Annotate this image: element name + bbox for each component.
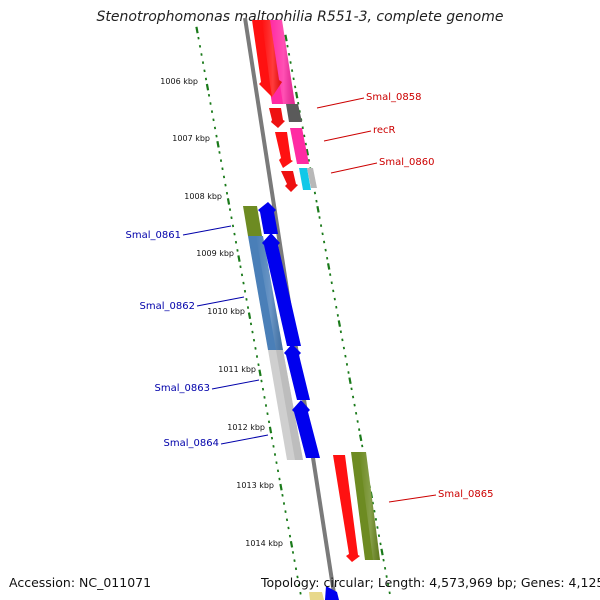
outer-axis-major-tick <box>305 148 310 156</box>
inner-axis-major-tick <box>258 369 262 377</box>
gene-label-smal-0862[interactable]: Smal_0862 <box>140 301 195 312</box>
scale-label: 1009 kbp <box>196 249 234 258</box>
feature-gene-arrow[interactable] <box>284 344 310 400</box>
gene-label-smal-0860[interactable]: Smal_0860 <box>379 157 434 168</box>
inner-axis-major-tick <box>226 198 231 205</box>
outer-axis-major-tick <box>316 205 320 213</box>
scale-label: 1013 kbp <box>236 481 274 490</box>
outer-axis-major-tick <box>359 434 363 442</box>
inner-axis-major-tick <box>195 26 199 34</box>
genome-title: Stenotrophomonas maltophilia R551-3, com… <box>96 9 504 25</box>
feature-gene-arrow[interactable] <box>275 132 293 168</box>
outer-axis-major-tick <box>327 263 331 270</box>
feature-cds-band[interactable] <box>309 592 324 600</box>
inner-axis-major-tick <box>289 540 294 548</box>
gene-label-smal-0861[interactable]: Smal_0861 <box>126 230 181 241</box>
feature-cds-band[interactable] <box>256 236 283 350</box>
gene-labels: Smal_0858 recR Smal_0860 Smal_0861 Smal_… <box>126 92 494 500</box>
outer-axis-major-tick <box>337 320 342 327</box>
feature-gene-arrow[interactable] <box>333 455 360 562</box>
inner-axis-major-tick <box>268 426 273 434</box>
inner-axis-major-tick <box>205 83 210 91</box>
feature-gene-arrow[interactable] <box>262 233 301 346</box>
feature-gene-arrow[interactable] <box>269 108 285 128</box>
scale-labels: 1006 kbp 1007 kbp 1008 kbp 1009 kbp 1010… <box>160 77 283 548</box>
outer-axis-major-tick <box>348 377 352 385</box>
gene-label-recr[interactable]: recR <box>373 125 396 136</box>
scale-label: 1006 kbp <box>160 77 198 86</box>
feature-gene-arrow[interactable] <box>325 586 339 600</box>
feature-gene-arrow[interactable] <box>281 171 298 192</box>
gene-label-smal-0864[interactable]: Smal_0864 <box>164 438 219 449</box>
reverse-strand-features <box>243 202 339 600</box>
feature-cds-band[interactable] <box>290 128 309 164</box>
forward-strand-features <box>252 20 380 562</box>
gene-label-smal-0865[interactable]: Smal_0865 <box>438 489 493 500</box>
scale-label: 1012 kbp <box>227 423 265 432</box>
outer-axis-major-tick <box>284 34 288 42</box>
genome-summary-text: Topology: circular; Length: 4,573,969 bp… <box>261 575 600 590</box>
feature-cds-band[interactable] <box>276 350 303 460</box>
label-leaders <box>182 97 437 503</box>
inner-axis-major-tick <box>216 140 220 148</box>
scale-label: 1010 kbp <box>207 307 245 316</box>
feature-gene-arrow[interactable] <box>262 20 282 97</box>
accession-text: Accession: NC_011071 <box>9 575 152 590</box>
inner-axis-major-tick <box>237 255 241 262</box>
scale-label: 1011 kbp <box>218 365 256 374</box>
feature-cds-band[interactable] <box>243 206 262 236</box>
gene-label-smal-0863[interactable]: Smal_0863 <box>155 383 210 394</box>
scale-label: 1007 kbp <box>172 134 210 143</box>
scale-label: 1008 kbp <box>184 192 222 201</box>
feature-misc-block[interactable] <box>286 104 302 122</box>
feature-misc-block[interactable] <box>307 168 317 188</box>
gene-label-smal-0858[interactable]: Smal_0858 <box>366 92 421 103</box>
outer-axis-major-tick <box>380 548 384 556</box>
feature-gene-arrow[interactable] <box>292 400 320 458</box>
inner-axis-major-tick <box>247 312 252 320</box>
feature-cds-band[interactable] <box>270 20 295 104</box>
scale-label: 1014 kbp <box>245 539 283 548</box>
outer-axis-major-tick <box>294 91 299 99</box>
feature-gene-arrow[interactable] <box>258 202 278 234</box>
inner-axis-major-tick <box>279 483 283 491</box>
feature-cds-band[interactable] <box>359 452 380 560</box>
feature-cds-band[interactable] <box>299 168 311 190</box>
